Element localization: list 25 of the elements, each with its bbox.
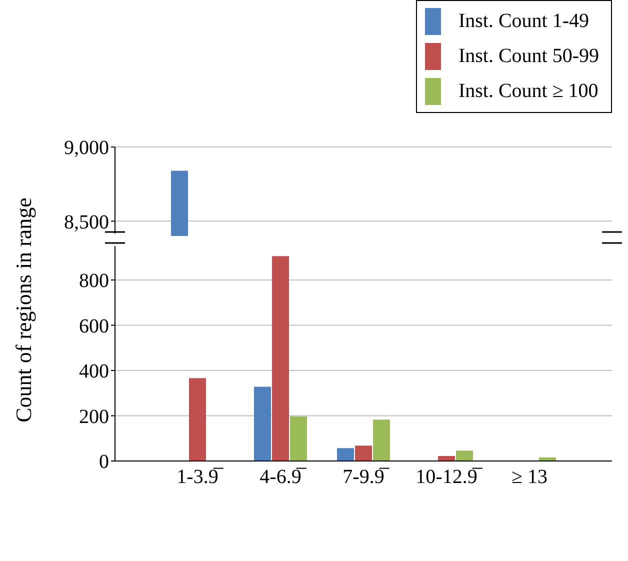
y-tick-label: 600 bbox=[79, 315, 109, 338]
bar bbox=[456, 450, 473, 461]
bar bbox=[373, 420, 390, 461]
x-tick-label: 7-9.9̅ bbox=[342, 466, 390, 488]
bar bbox=[290, 416, 307, 461]
x-tick-label: 10-12.9̅ bbox=[416, 466, 484, 488]
y-tick-label: 800 bbox=[79, 270, 109, 292]
x-tick-label: 1-3.9̅ bbox=[176, 466, 224, 488]
bar bbox=[254, 386, 271, 461]
legend-label: Inst. Count 1-49 bbox=[458, 9, 589, 34]
x-tick-label: ≥ 13 bbox=[512, 466, 548, 488]
bar bbox=[337, 448, 354, 461]
y-tick-label: 9,000 bbox=[64, 137, 109, 160]
y-tick-label: 8,500 bbox=[64, 211, 109, 234]
y-axis-title: Count of regions in range bbox=[11, 198, 37, 422]
legend-label: Inst. Count ≥ 100 bbox=[458, 79, 598, 104]
bar bbox=[355, 446, 372, 461]
legend-label: Inst. Count 50-99 bbox=[458, 44, 599, 69]
y-tick-label: 0 bbox=[99, 451, 109, 474]
bar bbox=[189, 378, 206, 461]
y-tick-label: 400 bbox=[79, 360, 109, 383]
bar bbox=[272, 256, 289, 461]
bar bbox=[438, 456, 455, 461]
y-tick-label: 200 bbox=[79, 406, 109, 428]
x-tick-label: 4-6.9̅ bbox=[260, 466, 308, 488]
